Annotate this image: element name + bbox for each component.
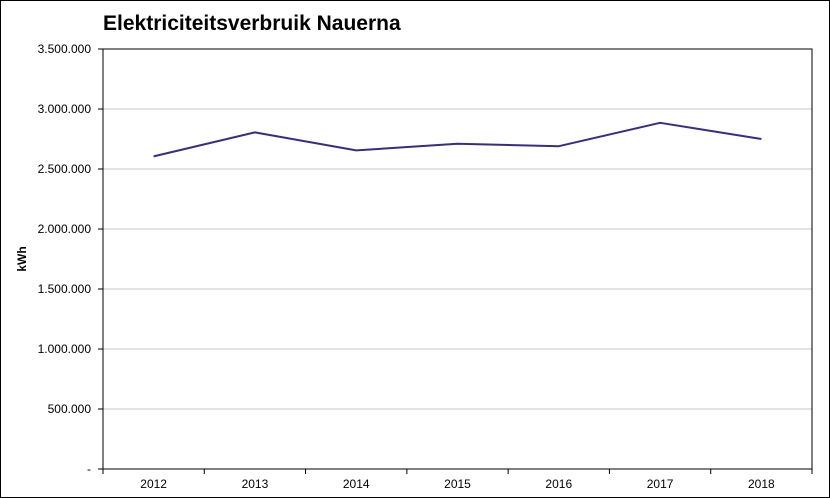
gridlines	[103, 108, 812, 410]
y-tick-label: 1.500.000	[38, 282, 92, 296]
y-tick-label: 500.000	[48, 402, 92, 416]
series-group	[153, 121, 762, 158]
series-line	[153, 121, 762, 158]
x-axis-ticks: 2012 2013 2014 2015 2016 2017 2018	[102, 469, 813, 491]
x-tick-label: 2018	[748, 477, 775, 491]
y-tick-label: 1.000.000	[38, 342, 92, 356]
plot-area	[102, 48, 813, 470]
x-tick-label: 2012	[140, 477, 167, 491]
x-tick-label: 2016	[545, 477, 572, 491]
y-tick-label: 3.500.000	[38, 42, 92, 56]
y-axis-ticks: - 500.000 1.000.000 1.500.000 2.000.000 2.500…	[38, 42, 103, 476]
x-tick-label: 2013	[242, 477, 269, 491]
y-tick-label: 2.500.000	[38, 162, 92, 176]
x-tick-label: 2017	[647, 477, 674, 491]
y-axis-label: kWh	[15, 246, 29, 271]
y-tick-label: 3.000.000	[38, 102, 92, 116]
x-tick-label: 2014	[343, 477, 370, 491]
chart-title: Elektriciteitsverbruik Nauerna	[103, 12, 401, 35]
y-tick-label: -	[87, 462, 91, 476]
y-tick-label: 2.000.000	[38, 222, 92, 236]
x-tick-label: 2015	[444, 477, 471, 491]
